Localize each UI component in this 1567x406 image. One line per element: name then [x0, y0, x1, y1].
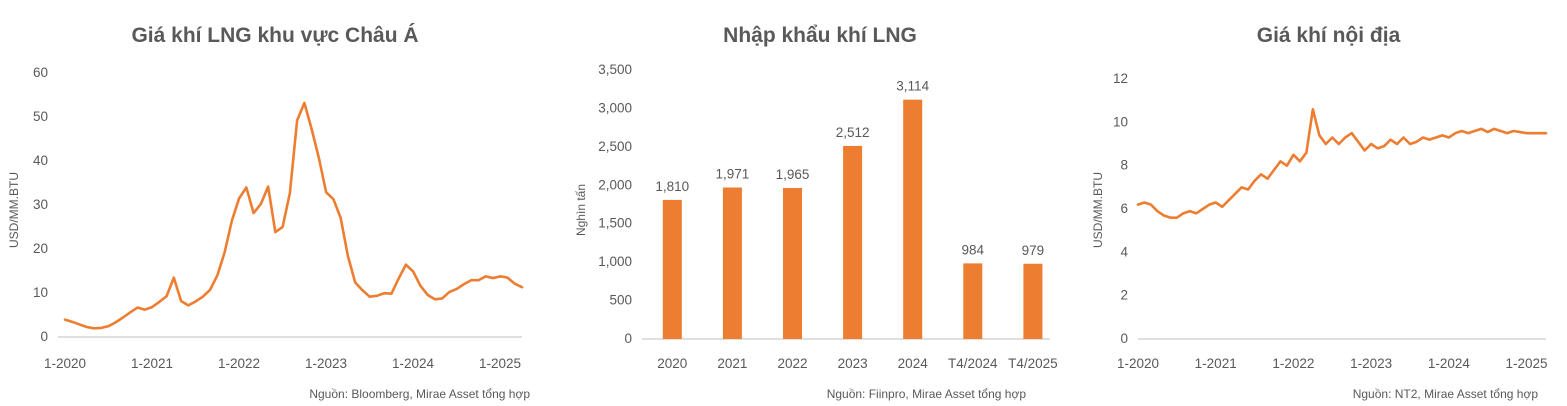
- svg-text:2024: 2024: [898, 356, 929, 371]
- svg-text:Nguồn: NT2, Mirae Asset tổng h: Nguồn: NT2, Mirae Asset tổng hợp: [1353, 387, 1539, 401]
- svg-text:1,500: 1,500: [598, 216, 632, 231]
- svg-text:1-2020: 1-2020: [44, 356, 86, 371]
- svg-text:10: 10: [1113, 114, 1128, 129]
- svg-text:30: 30: [33, 197, 48, 212]
- svg-text:12: 12: [1113, 71, 1128, 86]
- svg-text:1-2025: 1-2025: [1506, 356, 1548, 371]
- svg-text:1,000: 1,000: [598, 254, 632, 269]
- svg-text:10: 10: [33, 285, 48, 300]
- svg-text:1,971: 1,971: [716, 167, 750, 182]
- svg-text:3,114: 3,114: [896, 79, 929, 94]
- svg-text:0: 0: [1120, 331, 1128, 346]
- svg-text:T4/2025: T4/2025: [1008, 356, 1058, 371]
- svg-text:1-2022: 1-2022: [1272, 356, 1314, 371]
- svg-text:1-2023: 1-2023: [305, 356, 347, 371]
- svg-text:1-2025: 1-2025: [479, 356, 521, 371]
- svg-text:1-2021: 1-2021: [1195, 356, 1237, 371]
- svg-text:3,000: 3,000: [598, 100, 632, 115]
- svg-text:1-2024: 1-2024: [392, 356, 435, 371]
- svg-text:984: 984: [962, 242, 985, 257]
- svg-text:2,000: 2,000: [598, 177, 632, 192]
- svg-text:1-2023: 1-2023: [1350, 356, 1392, 371]
- svg-text:2022: 2022: [777, 356, 807, 371]
- svg-text:Nghìn tấn: Nghìn tấn: [574, 184, 588, 236]
- svg-text:1,965: 1,965: [776, 167, 810, 182]
- svg-text:USD/MM.BTU: USD/MM.BTU: [7, 172, 21, 248]
- svg-text:Nguồn: Bloomberg, Mirae Asset: Nguồn: Bloomberg, Mirae Asset tổng hợp: [309, 387, 530, 401]
- svg-text:2020: 2020: [657, 356, 687, 371]
- svg-text:1,810: 1,810: [655, 179, 689, 194]
- svg-text:40: 40: [33, 153, 48, 168]
- svg-text:3,500: 3,500: [598, 62, 632, 77]
- svg-text:Nguồn: Fiinpro, Mirae Asset tổ: Nguồn: Fiinpro, Mirae Asset tổng hợp: [827, 387, 1027, 401]
- svg-text:1-2020: 1-2020: [1117, 356, 1159, 371]
- svg-text:2021: 2021: [717, 356, 747, 371]
- svg-text:4: 4: [1120, 244, 1128, 259]
- svg-text:2023: 2023: [838, 356, 868, 371]
- svg-text:50: 50: [33, 109, 48, 124]
- svg-text:1-2022: 1-2022: [218, 356, 260, 371]
- svg-text:1-2021: 1-2021: [131, 356, 173, 371]
- svg-text:500: 500: [609, 293, 632, 308]
- svg-text:0: 0: [40, 329, 48, 344]
- svg-text:20: 20: [33, 241, 48, 256]
- svg-text:2: 2: [1120, 288, 1128, 303]
- svg-text:1-2024: 1-2024: [1428, 356, 1471, 371]
- svg-text:8: 8: [1120, 158, 1128, 173]
- svg-text:60: 60: [33, 65, 48, 80]
- svg-text:2,500: 2,500: [598, 139, 632, 154]
- svg-text:979: 979: [1022, 243, 1045, 258]
- svg-text:USD/MM.BTU: USD/MM.BTU: [1091, 172, 1105, 248]
- svg-text:0: 0: [624, 331, 632, 346]
- svg-text:6: 6: [1120, 201, 1128, 216]
- svg-text:T4/2024: T4/2024: [948, 356, 998, 371]
- svg-text:2,512: 2,512: [836, 125, 870, 140]
